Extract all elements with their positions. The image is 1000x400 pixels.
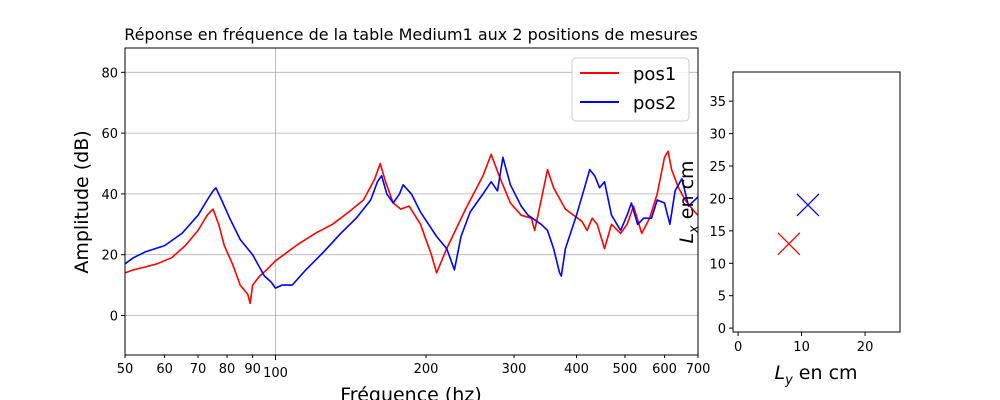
side-plot-frame [732,71,901,333]
legend: pos1 pos2 [571,57,690,122]
series-line-pos2 [124,156,699,289]
side-y-axis-label: Lx en cm [676,160,702,243]
x-minor-tick-label: 600 [652,362,677,377]
side-y-tick-label: 35 [709,95,726,110]
x-minor-tick-label: 400 [564,362,589,377]
x-axis-label: Fréquence (hz) [340,384,481,400]
side-y-tick-label: 0 [718,322,726,337]
main-lines [124,150,699,305]
side-ticks: 0 10 20 0 5 10 15 20 25 30 35 [709,95,873,355]
y-tick-label: 0 [110,309,118,324]
side-x-axis-label: Ly en cm [774,362,857,388]
x-minor-tick-label: 500 [613,362,638,377]
legend-label-pos1: pos1 [633,64,676,85]
y-tick-label: 80 [101,66,118,81]
y-tick-label: 20 [101,249,118,264]
position-marker [777,232,801,256]
svg-text:Ly en cm: Ly en cm [774,362,857,388]
x-minor-tick-label: 60 [156,362,173,377]
y-tick-label: 60 [101,127,118,142]
x-minor-tick-label: 50 [117,362,134,377]
side-marks [777,193,820,256]
x-minor-tick-label: 90 [244,362,261,377]
series-line-pos1 [124,150,699,305]
position-marker [796,193,820,217]
chart-title: Réponse en fréquence de la table Medium1… [124,25,698,44]
side-y-tick-label: 30 [709,128,726,143]
side-y-tick-label: 10 [709,257,726,272]
x-tick-label: 100 [263,366,288,381]
x-minor-tick-label: 200 [414,362,439,377]
side-y-tick-label: 15 [709,225,726,240]
side-y-tick-label: 25 [709,160,726,175]
main-plot-frame [124,47,699,356]
x-minor-tick-label: 80 [219,362,236,377]
side-y-tick-label: 20 [709,192,726,207]
y-axis-label: Amplitude (dB) [71,130,93,273]
side-x-tick-label: 20 [857,340,874,355]
side-x-tick-label: 10 [793,340,810,355]
x-minor-tick-label: 700 [686,362,711,377]
side-x-tick-label: 0 [734,340,742,355]
main-ticks: 0 20 40 60 80 100 50 60 70 80 90 200 300 400 500 600 700 [101,66,710,381]
svg-text:Lx en cm: Lx en cm [676,160,702,243]
x-minor-tick-label: 300 [502,362,527,377]
side-y-tick-label: 5 [718,290,726,305]
y-tick-label: 40 [101,188,118,203]
legend-label-pos2: pos2 [633,93,676,114]
x-minor-tick-label: 70 [190,362,207,377]
